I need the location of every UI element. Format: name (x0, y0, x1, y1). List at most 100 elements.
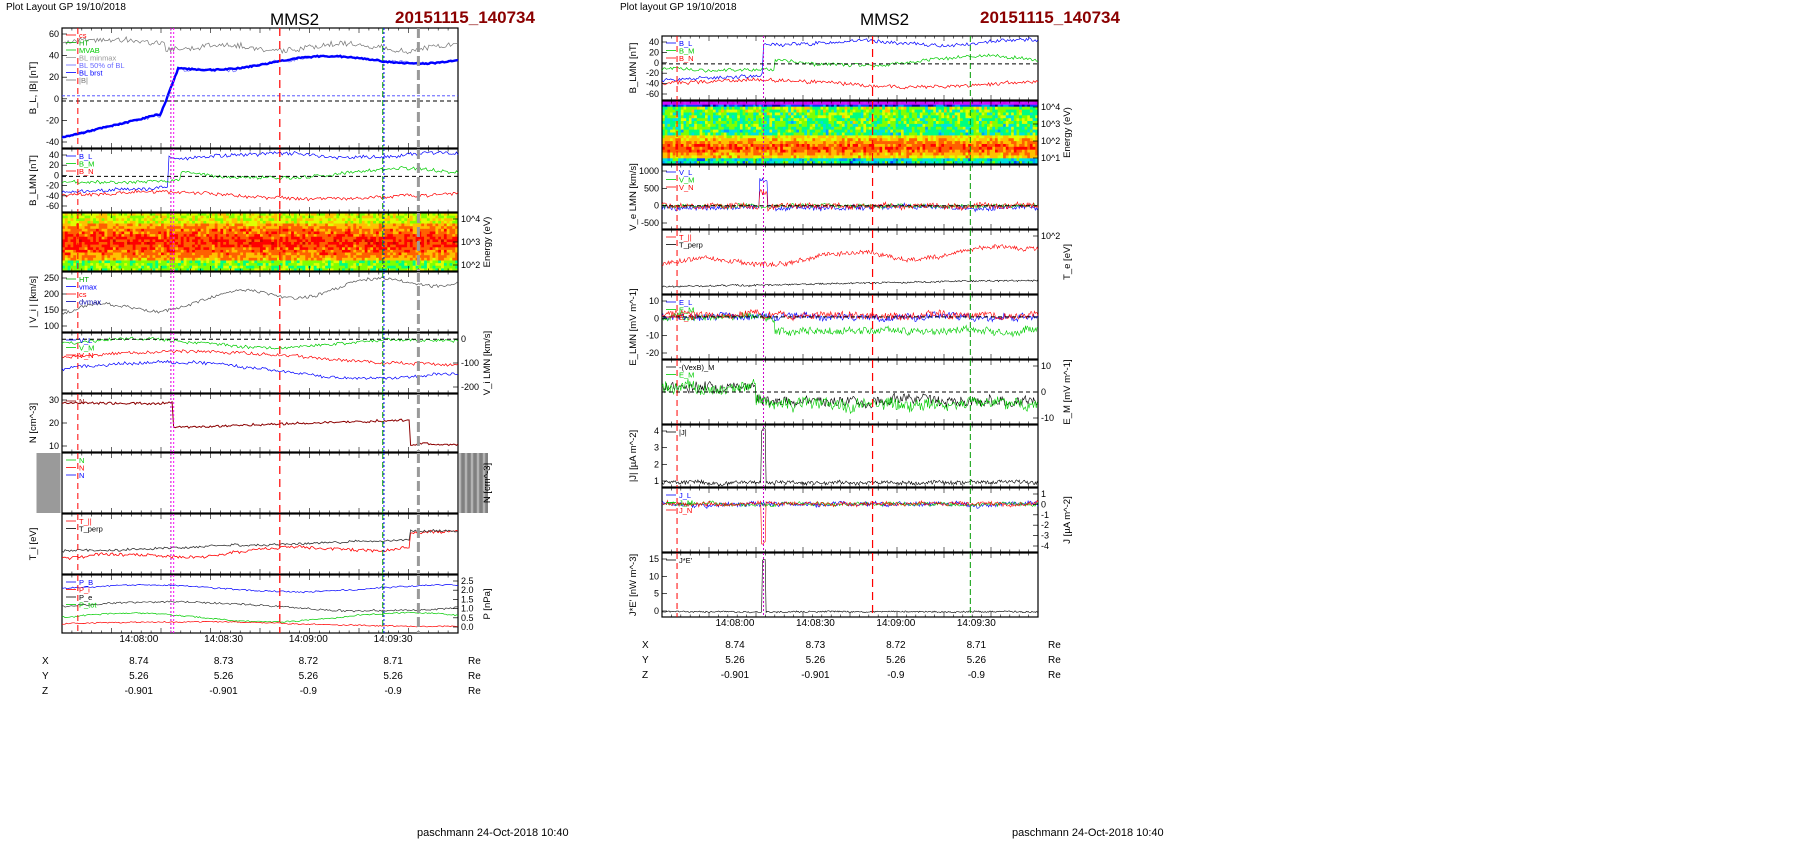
spectrogram-cell (418, 244, 422, 248)
spectrogram-cell (118, 257, 122, 261)
spectrogram-cell (342, 215, 346, 219)
spectrogram-cell (694, 146, 698, 151)
spectrogram-cell (107, 236, 111, 240)
spectrogram-cell (240, 265, 244, 269)
spectrogram-cell (359, 252, 363, 256)
spectrogram-cell (124, 244, 128, 248)
spectrogram-cell (64, 228, 68, 232)
spectrogram-cell (327, 247, 332, 251)
spectrogram-cell (152, 220, 156, 224)
spectrogram-cell (95, 239, 100, 243)
spectrogram-cell (691, 161, 695, 165)
spectrogram-cell (155, 255, 159, 259)
spectrogram-cell (452, 231, 456, 235)
spectrogram-cell (718, 115, 722, 119)
spectrogram-cell (237, 228, 241, 232)
spectrogram-cell (398, 226, 402, 230)
spectrogram-cell (296, 252, 300, 256)
spectrogram-cell (678, 123, 682, 128)
spectrogram-cell (330, 247, 334, 251)
spectrogram-cell (664, 109, 668, 113)
spectrogram-cell (373, 247, 377, 251)
spectrogram-cell (387, 247, 391, 251)
spectrogram-cell (81, 263, 85, 267)
spectrogram-cell (443, 213, 448, 216)
spectrogram-cell (361, 231, 365, 235)
y-axis-label: | V_i | [km/s] (28, 276, 39, 328)
spectrogram-cell (95, 260, 100, 264)
spectrogram-cell (350, 255, 354, 259)
spectrogram-cell (175, 252, 179, 256)
spectrogram-cell (426, 215, 431, 219)
spectrogram-cell (325, 244, 329, 248)
spectrogram-cell (441, 247, 445, 251)
spectrogram-cell (163, 247, 167, 251)
spectrogram-cell (384, 265, 388, 269)
spectrogram-cell (384, 223, 388, 227)
spectrogram-cell (367, 260, 371, 264)
spectrogram-cell (424, 223, 428, 227)
spectrogram-cell (163, 242, 167, 245)
spectrogram-cell (305, 244, 309, 248)
spectrogram-cell (350, 249, 354, 253)
spectrogram-cell (310, 242, 315, 245)
spectrogram-cell (240, 215, 244, 219)
spectrogram-cell (95, 220, 100, 224)
spectrogram-cell (319, 257, 323, 261)
spectrogram-cell (710, 161, 714, 165)
spectrogram-cell (305, 252, 309, 256)
y-tick-label: 2.0 (461, 585, 474, 595)
spectrogram-cell (322, 231, 326, 235)
spectrogram-cell (424, 228, 428, 232)
spectrogram-cell (231, 236, 235, 240)
spectrogram-cell (163, 244, 167, 248)
spectrogram-cell (231, 247, 235, 251)
spectrogram-cell (251, 257, 255, 261)
spectrogram-cell (670, 141, 674, 145)
spectrogram-cell (336, 231, 340, 235)
spectrogram-cell (721, 152, 725, 156)
spectrogram-cell (452, 249, 456, 253)
spectrogram-cell (446, 228, 450, 232)
spectrogram-cell (87, 223, 91, 227)
spectrogram-cell (81, 228, 85, 232)
spectrogram-cell (401, 223, 405, 227)
spectrogram-cell (127, 218, 131, 222)
spectrogram-cell (675, 106, 679, 110)
spectrogram-cell (243, 226, 247, 230)
spectrogram-cell (110, 234, 114, 238)
spectrogram-cell (387, 236, 391, 240)
spectrogram-cell (322, 236, 326, 240)
spectrogram-cell (683, 106, 687, 110)
spectrogram-cell (178, 242, 182, 245)
spectrogram-cell (124, 242, 128, 245)
spectrogram-cell (325, 255, 329, 259)
spectrogram-cell (441, 226, 445, 230)
spectrogram-cell (104, 249, 108, 253)
spectrogram-cell (398, 257, 402, 261)
spectrogram-cell (446, 239, 450, 243)
spectrogram-cell (217, 247, 221, 251)
spectrogram-cell (248, 220, 252, 224)
spectrogram-cell (302, 226, 306, 230)
spectrogram-cell (163, 263, 167, 267)
spectrogram-cell (251, 234, 255, 238)
spectrogram-cell (705, 129, 709, 133)
spectrogram-cell (237, 252, 241, 256)
spectrogram-cell (203, 265, 207, 269)
spectrogram-cell (285, 236, 289, 240)
spectrogram-cell (180, 218, 184, 222)
spectrogram-cell (237, 234, 241, 238)
spectrogram-cell (189, 226, 193, 230)
spectrogram-cell (158, 226, 162, 230)
spectrogram-cell (745, 135, 749, 139)
spectrogram-cell (424, 268, 428, 272)
spectrogram-cell (723, 138, 727, 142)
spectrogram-cell (220, 231, 224, 235)
spectrogram-cell (189, 260, 193, 264)
spectrogram-cell (172, 247, 176, 251)
spectrogram-cell (747, 132, 751, 136)
spectrogram-cell (721, 135, 725, 139)
spectrogram-cell (361, 263, 365, 267)
spectrogram-cell (350, 265, 354, 269)
